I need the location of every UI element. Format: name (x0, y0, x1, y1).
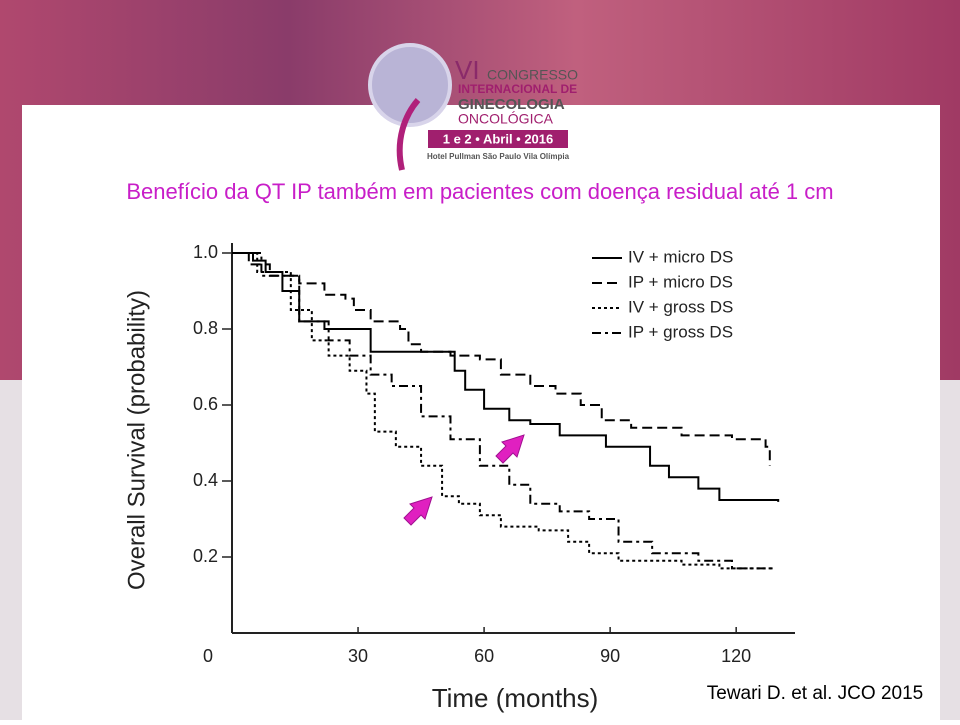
legend-label: IP + micro DS (628, 272, 733, 291)
y-tick-label: 0.4 (193, 470, 218, 490)
logo-text: INTERNACIONAL DE (458, 82, 577, 96)
x-tick-label: 30 (348, 646, 368, 666)
chart-title: Benefício da QT IP também em pacientes c… (126, 179, 834, 204)
logo-date: 1 e 2 • Abril • 2016 (443, 131, 554, 146)
y-axis-label: Overall Survival (probability) (123, 290, 150, 590)
logo-globe (368, 43, 452, 127)
series-line (232, 252, 780, 502)
y-tick-label: 0.6 (193, 394, 218, 414)
x-tick-label: 0 (203, 646, 213, 666)
legend-label: IV + micro DS (628, 247, 733, 266)
logo-text: CONGRESSO (487, 67, 578, 83)
logo-text: VI (455, 55, 480, 85)
legend-label: IP + gross DS (628, 322, 733, 341)
logo-text: GINECOLOGIA (458, 96, 565, 113)
series-line (232, 252, 771, 466)
x-axis-label: Time (months) (432, 683, 599, 713)
x-tick-label: 120 (721, 646, 751, 666)
title-box: Benefício da QT IP também em pacientes c… (126, 179, 834, 204)
x-tick-label: 60 (474, 646, 494, 666)
y-tick-label: 0.2 (193, 546, 218, 566)
y-tick-label: 1.0 (193, 242, 218, 262)
series-line (232, 252, 774, 570)
slide-panel (22, 105, 940, 720)
citation: Tewari D. et al. JCO 2015 (707, 683, 923, 704)
arrow (495, 434, 525, 464)
arrow (403, 496, 433, 526)
x-tick-label: 90 (600, 646, 620, 666)
legend-label: IV + gross DS (628, 297, 733, 316)
logo-date-box (428, 130, 568, 148)
logo-text: ONCOLÓGICA (458, 111, 554, 127)
series-line (232, 252, 774, 570)
logo-venue: Hotel Pullman São Paulo Vila Olímpia (427, 152, 570, 161)
y-tick-label: 0.8 (193, 318, 218, 338)
logo-figure (396, 98, 421, 171)
